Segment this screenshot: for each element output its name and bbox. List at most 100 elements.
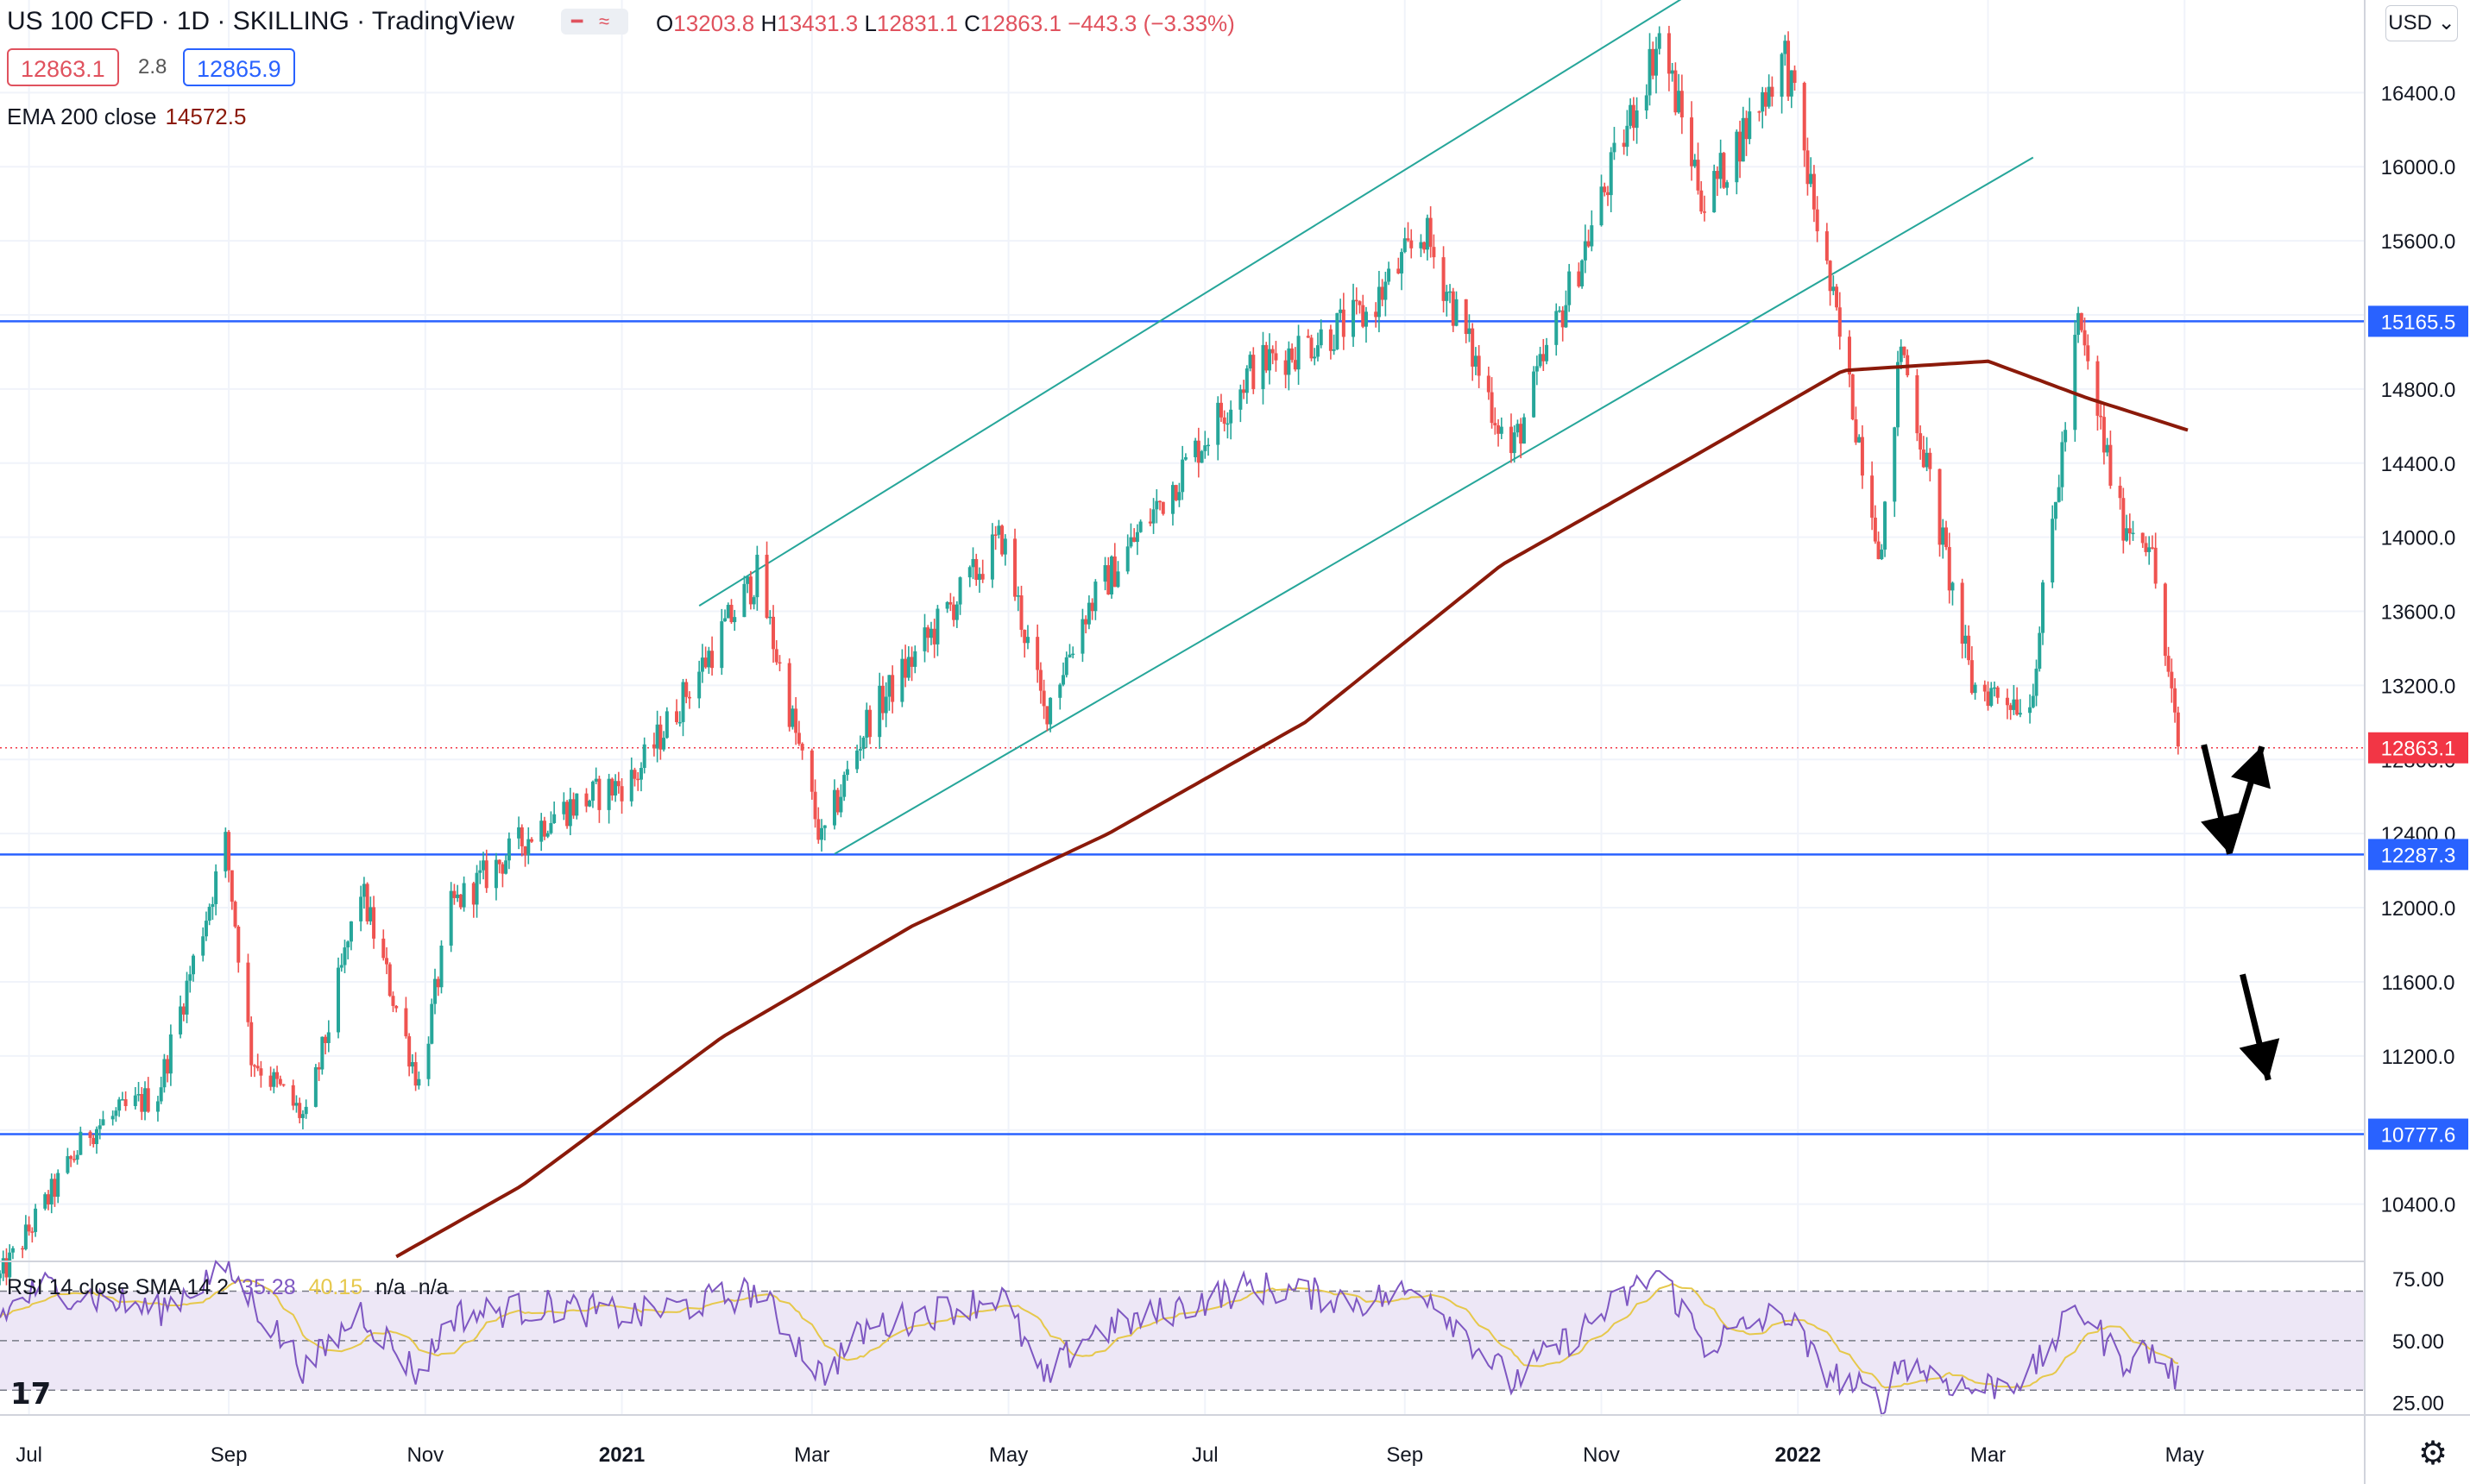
candle-body <box>658 724 663 750</box>
candle-body <box>1315 345 1320 357</box>
candle-body <box>813 791 817 820</box>
candle-body <box>1603 186 1607 192</box>
candle-body <box>1364 311 1368 327</box>
candle-body <box>1622 142 1626 148</box>
tradingview-logo-icon[interactable]: 𝟭𝟳 <box>10 1378 52 1411</box>
candle-body <box>1767 86 1771 107</box>
candle-body <box>820 827 824 840</box>
candle-body <box>568 799 572 827</box>
candle-body <box>1222 417 1226 424</box>
candle-body <box>1812 173 1816 210</box>
candle-body <box>2163 583 2167 657</box>
candle-body <box>207 907 211 921</box>
candle-body <box>224 832 228 871</box>
gear-icon[interactable]: ⚙ <box>2418 1436 2448 1472</box>
candle-body <box>504 860 508 874</box>
horizontal-levels <box>0 320 2365 1135</box>
candle-body <box>439 945 444 988</box>
candle-body <box>1377 286 1381 318</box>
candle-body <box>117 1099 122 1111</box>
candle-body <box>1722 153 1726 188</box>
y-tick-label: 16400.0 <box>2381 82 2456 105</box>
low-value: 12831.1 <box>876 10 958 36</box>
candle-body <box>1509 426 1513 454</box>
candle-body <box>878 685 882 738</box>
change-value: −443.3 (−3.33%) <box>1068 10 1235 36</box>
candle-body <box>971 558 975 568</box>
candle-body <box>887 675 892 697</box>
candle-body <box>449 890 453 946</box>
candle-body <box>520 827 524 846</box>
rsi-sma-line <box>0 1279 2179 1389</box>
candle-body <box>166 1059 170 1074</box>
candle-body <box>346 941 350 948</box>
candle-body <box>1673 70 1678 113</box>
market-status-badge[interactable]: ━ ≈ <box>561 9 628 35</box>
currency-select[interactable]: USD ⌄ <box>2385 5 2458 41</box>
buy-button[interactable]: 12865.9 <box>183 48 295 86</box>
candle-body <box>1809 173 1813 185</box>
candle-body <box>703 657 708 668</box>
candle-body <box>1735 131 1739 183</box>
candle-body <box>1042 690 1046 707</box>
ema-legend[interactable]: EMA 200 close 14572.5 <box>7 104 246 130</box>
candle-body <box>636 778 640 781</box>
candle-body <box>2079 312 2083 330</box>
currency-label: USD <box>2388 11 2432 35</box>
candle-body <box>755 554 759 598</box>
candle-body <box>768 616 772 619</box>
candle-body <box>1982 684 1987 692</box>
symbol-title[interactable]: US 100 CFD · 1D · SKILLING · TradingView <box>7 7 514 35</box>
open-value: 13203.8 <box>673 10 755 36</box>
candle-body <box>1110 556 1114 595</box>
candle-body <box>865 709 869 738</box>
candle-body <box>2086 345 2090 362</box>
candle-body <box>726 605 730 619</box>
candle-body <box>791 708 795 727</box>
candle-body <box>181 1006 186 1015</box>
candle-body <box>1670 70 1674 74</box>
candle-body <box>2150 547 2154 549</box>
y-tick-label: 13200.0 <box>2381 675 2456 698</box>
y-tick-label: 11200.0 <box>2382 1046 2455 1069</box>
candle-body <box>662 738 666 750</box>
candle-body <box>1158 500 1163 503</box>
candle-body <box>494 859 498 889</box>
candle-body <box>552 814 557 824</box>
candle-body <box>1770 86 1774 97</box>
candle-body <box>913 651 917 667</box>
rsi-legend[interactable]: RSI 14 close SMA 14 2 35.28 40.15 n/a n/… <box>7 1275 449 1300</box>
candle-body <box>1064 657 1068 676</box>
candle-body <box>1419 242 1423 248</box>
candle-body <box>1919 433 1923 450</box>
candle-body <box>542 821 546 837</box>
candle-body <box>665 711 669 739</box>
candle-body <box>1135 531 1139 543</box>
close-value: 12863.1 <box>980 10 1062 36</box>
candle-body <box>365 883 369 921</box>
candle-body <box>1835 286 1839 308</box>
candle-body <box>2015 699 2019 715</box>
candle-body <box>1748 111 1752 140</box>
candle-body <box>452 890 457 898</box>
ema-200-line <box>395 359 2189 1259</box>
candle-body <box>1467 328 1471 335</box>
candle-body <box>1995 687 2000 698</box>
candle-body <box>707 651 711 668</box>
candle-body <box>1084 619 1088 625</box>
candle-body <box>1129 537 1133 547</box>
candle-body <box>21 1248 25 1250</box>
candle-body <box>275 1072 280 1079</box>
candle-body <box>2018 713 2022 715</box>
candle-body <box>977 574 981 581</box>
candle-body <box>179 1006 183 1034</box>
level-tag <box>2368 305 2468 337</box>
candle-body <box>2076 312 2081 336</box>
y-tick-label: 14400.0 <box>2381 453 2456 476</box>
candle-body <box>507 838 511 861</box>
candle-body <box>861 737 866 750</box>
candle-body <box>1677 91 1681 113</box>
candle-body <box>2144 543 2148 552</box>
sell-button[interactable]: 12863.1 <box>7 48 119 86</box>
candle-body <box>1477 355 1481 376</box>
